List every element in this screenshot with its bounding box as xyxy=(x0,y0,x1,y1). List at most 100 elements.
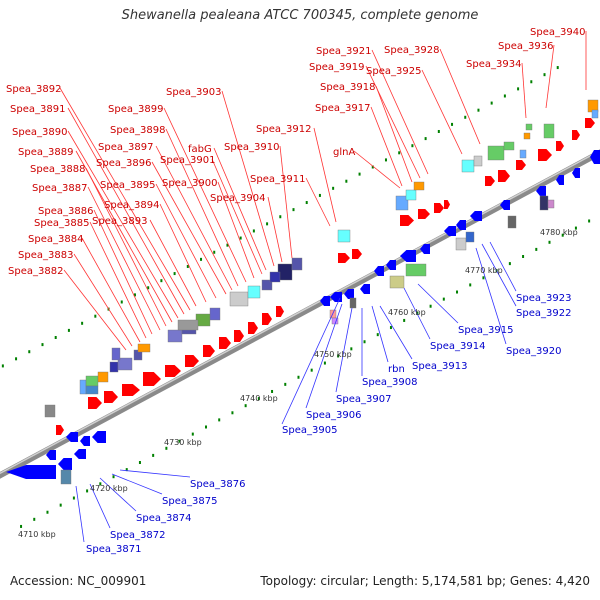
tick-label: 4750 kbp xyxy=(314,350,352,359)
gene-label[interactable]: Spea_3912 xyxy=(256,124,311,135)
gene-label[interactable]: Spea_3888 xyxy=(30,164,85,175)
forward-gene xyxy=(585,118,595,128)
gene-label[interactable]: Spea_3904 xyxy=(210,193,265,204)
tick-dot xyxy=(517,87,520,91)
gene-label[interactable]: Spea_3871 xyxy=(86,544,141,555)
gene-block xyxy=(547,199,555,209)
tick-dot xyxy=(46,510,49,514)
label-leader-lines xyxy=(59,31,587,543)
reverse-gene xyxy=(444,226,456,236)
gene-label[interactable]: Spea_3893 xyxy=(92,216,147,227)
leader-line xyxy=(93,209,153,335)
gene-label[interactable]: Spea_3898 xyxy=(110,125,165,136)
gene-label[interactable]: Spea_3882 xyxy=(8,266,63,277)
leader-line xyxy=(155,183,217,299)
forward-gene xyxy=(338,253,350,263)
leader-line xyxy=(313,127,337,223)
gene-label[interactable]: Spea_3903 xyxy=(166,87,221,98)
tick-dot xyxy=(337,354,340,358)
gene-label[interactable]: Spea_3892 xyxy=(6,84,61,95)
gene-label[interactable]: Spea_3895 xyxy=(100,180,155,191)
gene-label[interactable]: Spea_3889 xyxy=(18,147,73,158)
tick-dot xyxy=(318,193,321,197)
reverse-gene xyxy=(58,458,72,470)
gene-label[interactable]: glnA xyxy=(333,147,355,158)
gene-block xyxy=(523,132,531,140)
gene-label[interactable]: Spea_3908 xyxy=(362,377,417,388)
forward-gene xyxy=(104,391,118,403)
gene-label[interactable]: Spea_3928 xyxy=(384,45,439,56)
leader-line xyxy=(365,65,421,179)
gene-label[interactable]: Spea_3907 xyxy=(336,394,391,405)
gene-label[interactable]: Spea_3872 xyxy=(110,530,165,541)
gene-label[interactable]: Spea_3891 xyxy=(10,104,65,115)
gene-block xyxy=(455,237,467,251)
leader-line xyxy=(67,130,179,319)
gene-label[interactable]: Spea_3923 xyxy=(516,293,571,304)
gene-label[interactable]: Spea_3906 xyxy=(306,410,361,421)
gene-label[interactable]: Spea_3890 xyxy=(12,127,67,138)
gene-label[interactable]: rbn xyxy=(388,364,405,375)
gene-label[interactable]: Spea_3925 xyxy=(366,66,421,77)
leader-line xyxy=(489,241,517,292)
leader-line xyxy=(267,196,283,263)
gene-label[interactable]: Spea_3901 xyxy=(160,155,215,166)
leader-line xyxy=(87,186,161,331)
leader-line xyxy=(439,48,481,145)
gene-block xyxy=(349,297,357,309)
leader-line xyxy=(211,158,263,275)
gene-label[interactable]: Spea_3883 xyxy=(18,250,73,261)
gene-label[interactable]: Spea_3899 xyxy=(108,104,163,115)
gene-label[interactable]: Spea_3913 xyxy=(412,361,467,372)
gene-label[interactable]: Spea_3876 xyxy=(190,479,245,490)
gene-block xyxy=(137,343,151,353)
gene-label[interactable]: Spea_3921 xyxy=(316,46,371,57)
gene-label[interactable]: Spea_3905 xyxy=(282,425,337,436)
gene-label[interactable]: Spea_3915 xyxy=(458,325,513,336)
gene-label[interactable]: Spea_3934 xyxy=(466,59,521,70)
gene-label[interactable]: Spea_3919 xyxy=(309,62,364,73)
tick-dot xyxy=(271,389,274,393)
tick-dot xyxy=(120,300,123,304)
leader-line xyxy=(305,177,331,227)
tick-dot xyxy=(41,343,44,347)
leader-line xyxy=(217,181,255,279)
gene-label[interactable]: Spea_3940 xyxy=(530,27,585,38)
gene-label[interactable]: Spea_3884 xyxy=(28,234,83,245)
gene-label[interactable]: Spea_3918 xyxy=(320,82,375,93)
tick-label: 4780 kbp xyxy=(540,228,578,237)
tick-dot xyxy=(323,361,326,365)
gene-label[interactable]: Spea_3894 xyxy=(104,200,159,211)
gene-label[interactable]: Spea_3897 xyxy=(98,142,153,153)
tick-dot xyxy=(556,66,559,70)
tick-dot xyxy=(147,286,150,290)
gene-label[interactable]: Spea_3911 xyxy=(250,174,305,185)
genome-summary-text: Topology: circular; Length: 5,174,581 bp… xyxy=(260,574,590,588)
forward-gene xyxy=(485,176,495,186)
gene-label[interactable]: Spea_3875 xyxy=(162,496,217,507)
gene-block xyxy=(395,195,409,211)
tick-dot xyxy=(456,290,459,294)
gene-label[interactable]: Spea_3874 xyxy=(136,513,191,524)
leader-line xyxy=(335,307,353,393)
reverse-gene xyxy=(536,186,546,196)
reverse-gene xyxy=(80,436,90,446)
gene-label[interactable]: Spea_3885 xyxy=(34,218,89,229)
reverse-gene xyxy=(66,432,78,442)
gene-label[interactable]: Spea_3914 xyxy=(430,341,485,352)
gene-label[interactable]: fabG xyxy=(188,144,212,155)
reverse-gene xyxy=(420,244,430,254)
gene-label[interactable]: Spea_3920 xyxy=(506,346,561,357)
gene-label[interactable]: Spea_3886 xyxy=(38,206,93,217)
gene-label[interactable]: Spea_3887 xyxy=(32,183,87,194)
tick-dot xyxy=(508,262,511,266)
tick-dot xyxy=(72,496,75,500)
gene-label[interactable]: Spea_3936 xyxy=(498,41,553,52)
forward-gene xyxy=(556,141,564,151)
gene-label[interactable]: Spea_3900 xyxy=(162,178,217,189)
gene-label[interactable]: Spea_3896 xyxy=(96,158,151,169)
leader-line xyxy=(379,305,413,360)
gene-label[interactable]: Spea_3910 xyxy=(224,142,279,153)
gene-label[interactable]: Spea_3917 xyxy=(315,103,370,114)
gene-label[interactable]: Spea_3922 xyxy=(516,308,571,319)
